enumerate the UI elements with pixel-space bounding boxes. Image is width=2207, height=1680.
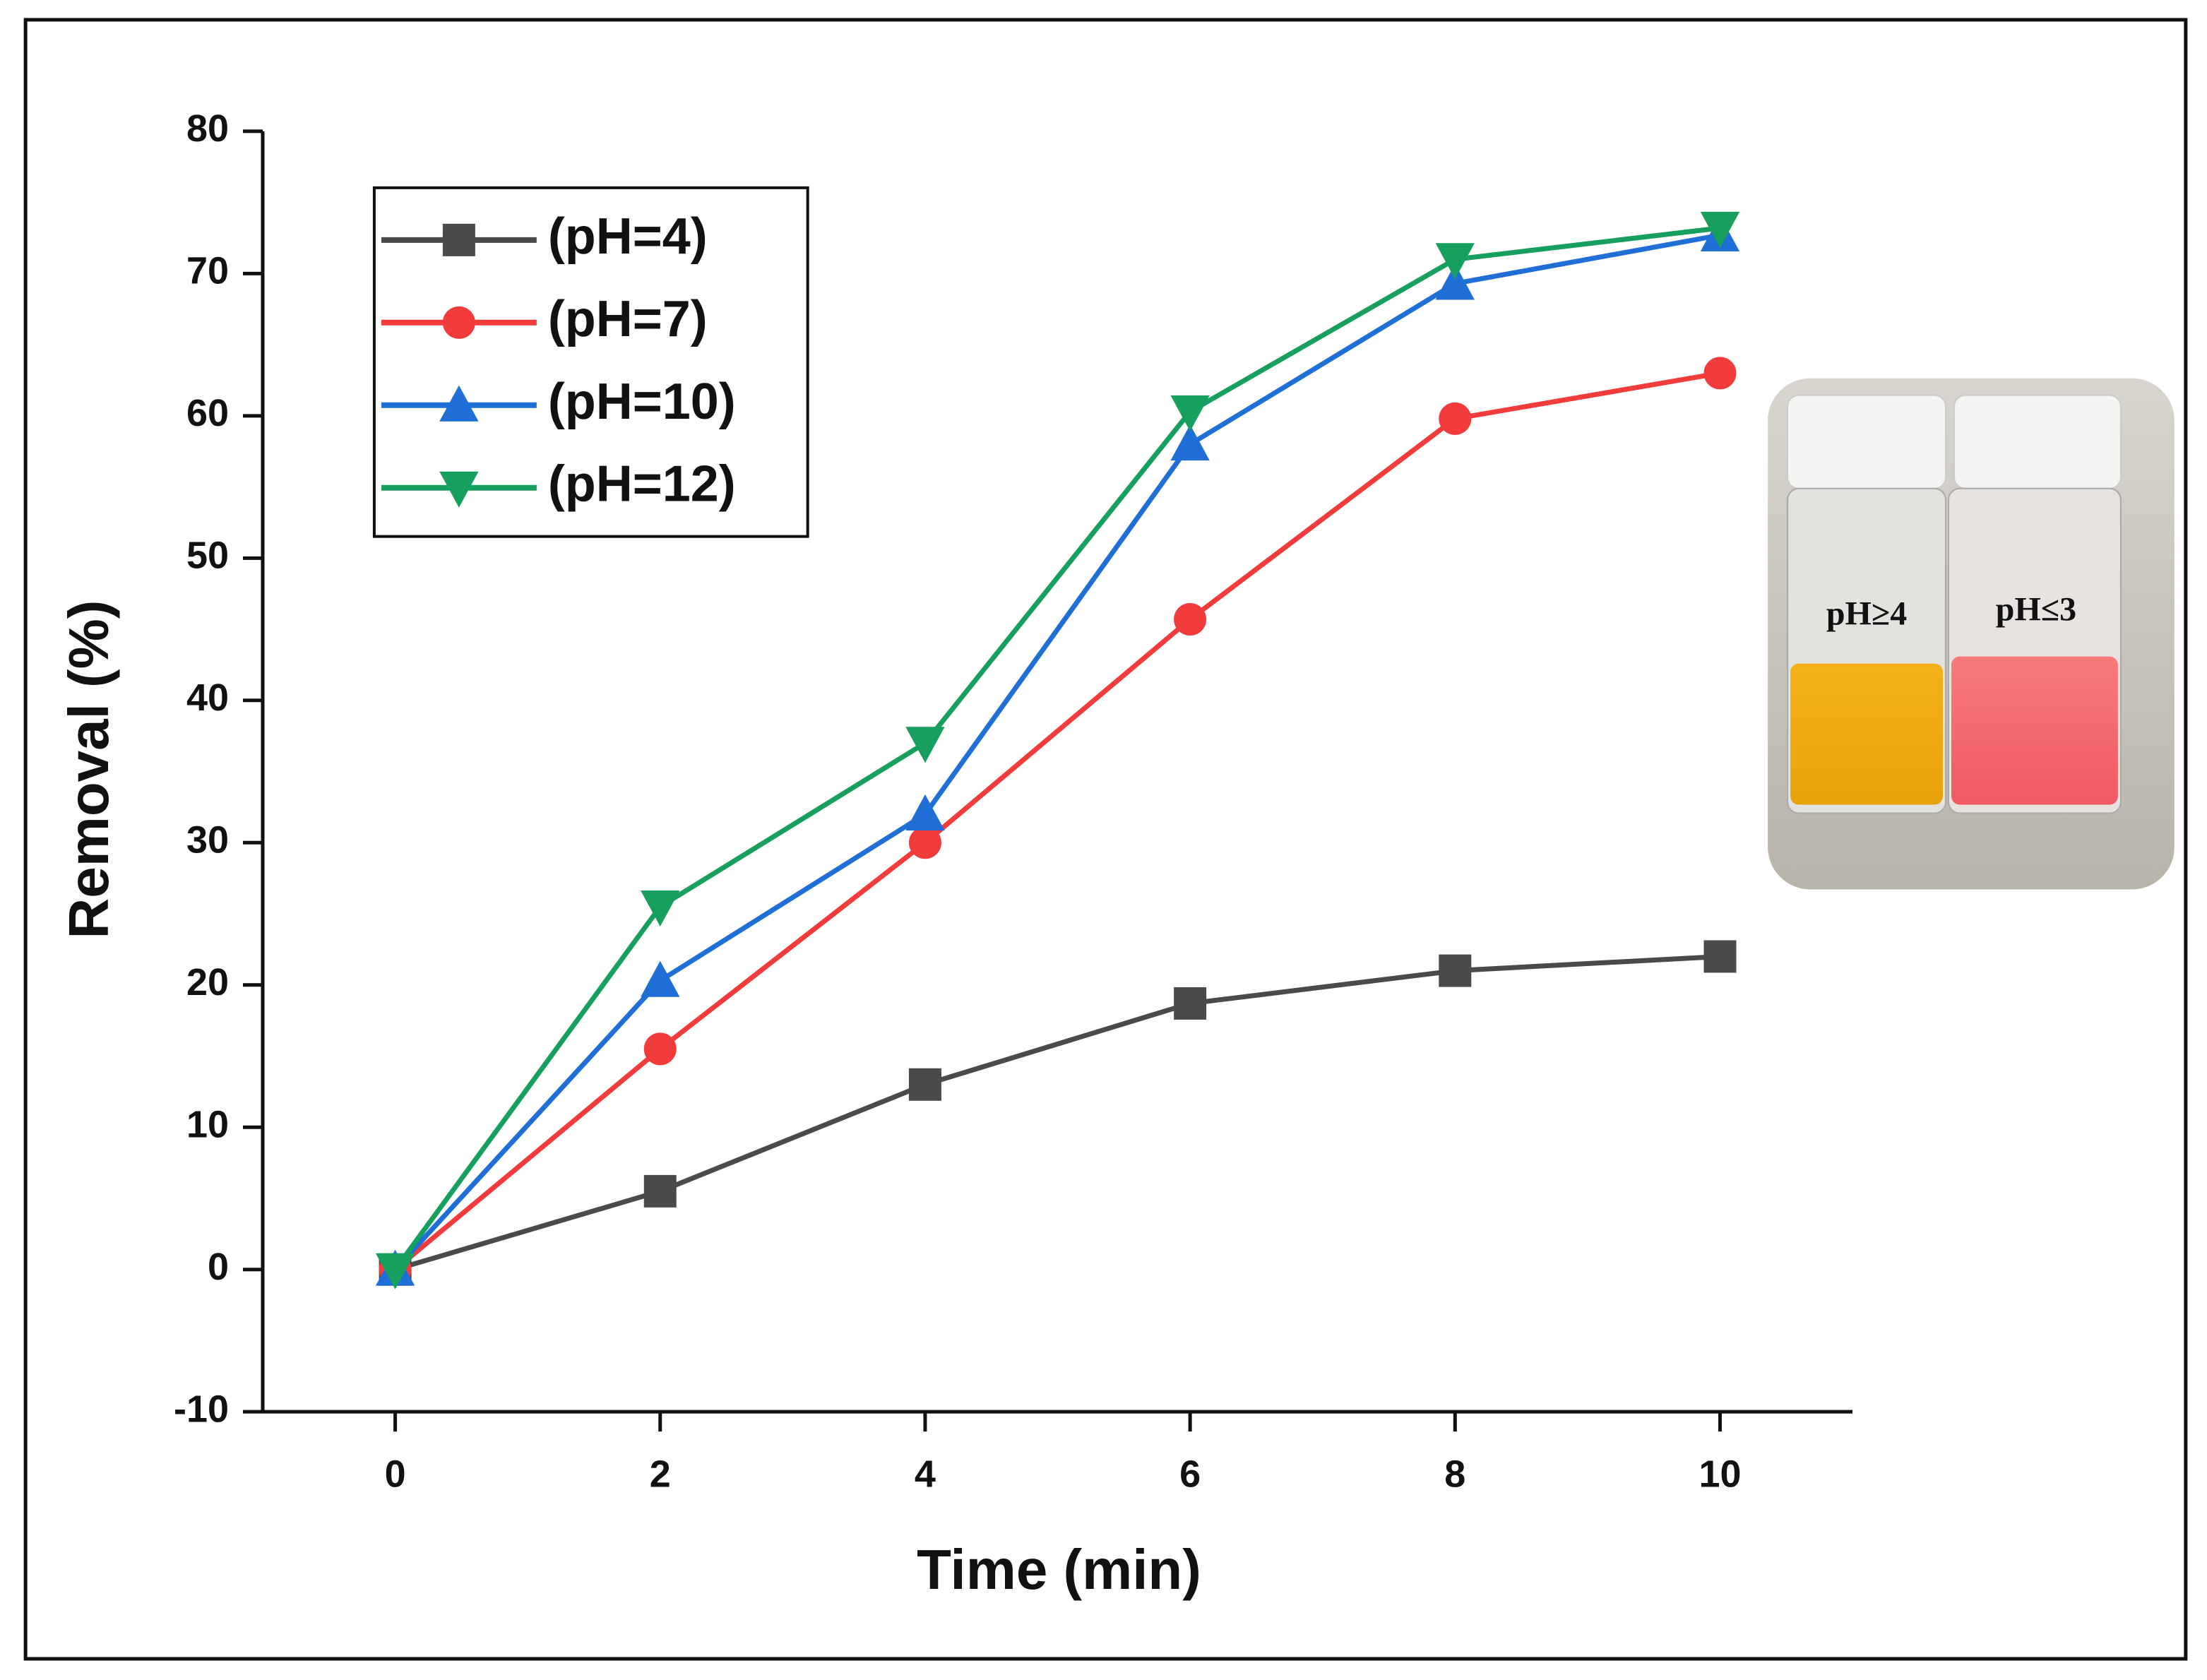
y-tick-label: 10	[186, 1103, 229, 1145]
data-point	[643, 1174, 677, 1208]
y-tick-label: 20	[186, 961, 229, 1003]
data-point	[1703, 940, 1737, 973]
data-point	[641, 890, 680, 927]
annotation: pH≥4	[1826, 595, 1907, 633]
data-point	[1700, 211, 1740, 249]
data-point	[1174, 602, 1207, 636]
x-tick-label: 10	[1699, 1453, 1741, 1495]
vial-photo	[1768, 378, 2175, 890]
legend-marker	[442, 223, 475, 256]
data-point	[1170, 424, 1210, 461]
data-point	[905, 727, 945, 763]
series-line	[393, 225, 1720, 1271]
data-point	[1435, 263, 1475, 300]
y-tick-label: 0	[208, 1246, 229, 1288]
data-point	[1170, 395, 1210, 431]
y-tick-label: -10	[174, 1388, 229, 1430]
x-tick-label: 8	[1444, 1453, 1465, 1495]
x-tick-label: 6	[1179, 1453, 1201, 1495]
data-point	[1703, 357, 1737, 390]
y-tick-label: 80	[186, 107, 229, 150]
y-tick-label: 50	[186, 535, 229, 577]
series-line	[393, 232, 1721, 1272]
data-point	[1174, 987, 1207, 1020]
legend-label: (pH=12)	[548, 456, 736, 513]
data-point	[375, 1253, 415, 1289]
data-point	[905, 794, 945, 830]
data-point	[641, 960, 680, 997]
y-tick-label: 60	[186, 392, 229, 434]
series-line	[393, 370, 1721, 1272]
legend-marker	[439, 471, 479, 508]
y-tick-label: 70	[186, 250, 229, 292]
x-tick-label: 2	[650, 1453, 671, 1495]
series-line	[394, 953, 1720, 1273]
data-point	[1435, 243, 1475, 280]
legend-label: (pH=7)	[548, 291, 708, 347]
x-tick-label: 0	[385, 1453, 406, 1495]
y-tick-label: 30	[186, 819, 229, 862]
data-point	[1439, 954, 1472, 987]
data-point	[1439, 402, 1472, 435]
x-tick-label: 4	[915, 1453, 936, 1495]
y-tick-label: 40	[186, 677, 229, 719]
legend-marker	[439, 385, 479, 422]
y-axis-title: Removal (%)	[57, 600, 120, 939]
data-point	[908, 826, 941, 859]
data-point	[908, 1068, 941, 1101]
annotation: pH≤3	[1996, 591, 2076, 628]
x-axis-title: Time (min)	[917, 1538, 1201, 1601]
legend-label: (pH=4)	[548, 208, 708, 265]
legend-marker	[442, 306, 475, 339]
legend-label: (pH=10)	[548, 374, 736, 430]
data-point	[643, 1032, 677, 1066]
